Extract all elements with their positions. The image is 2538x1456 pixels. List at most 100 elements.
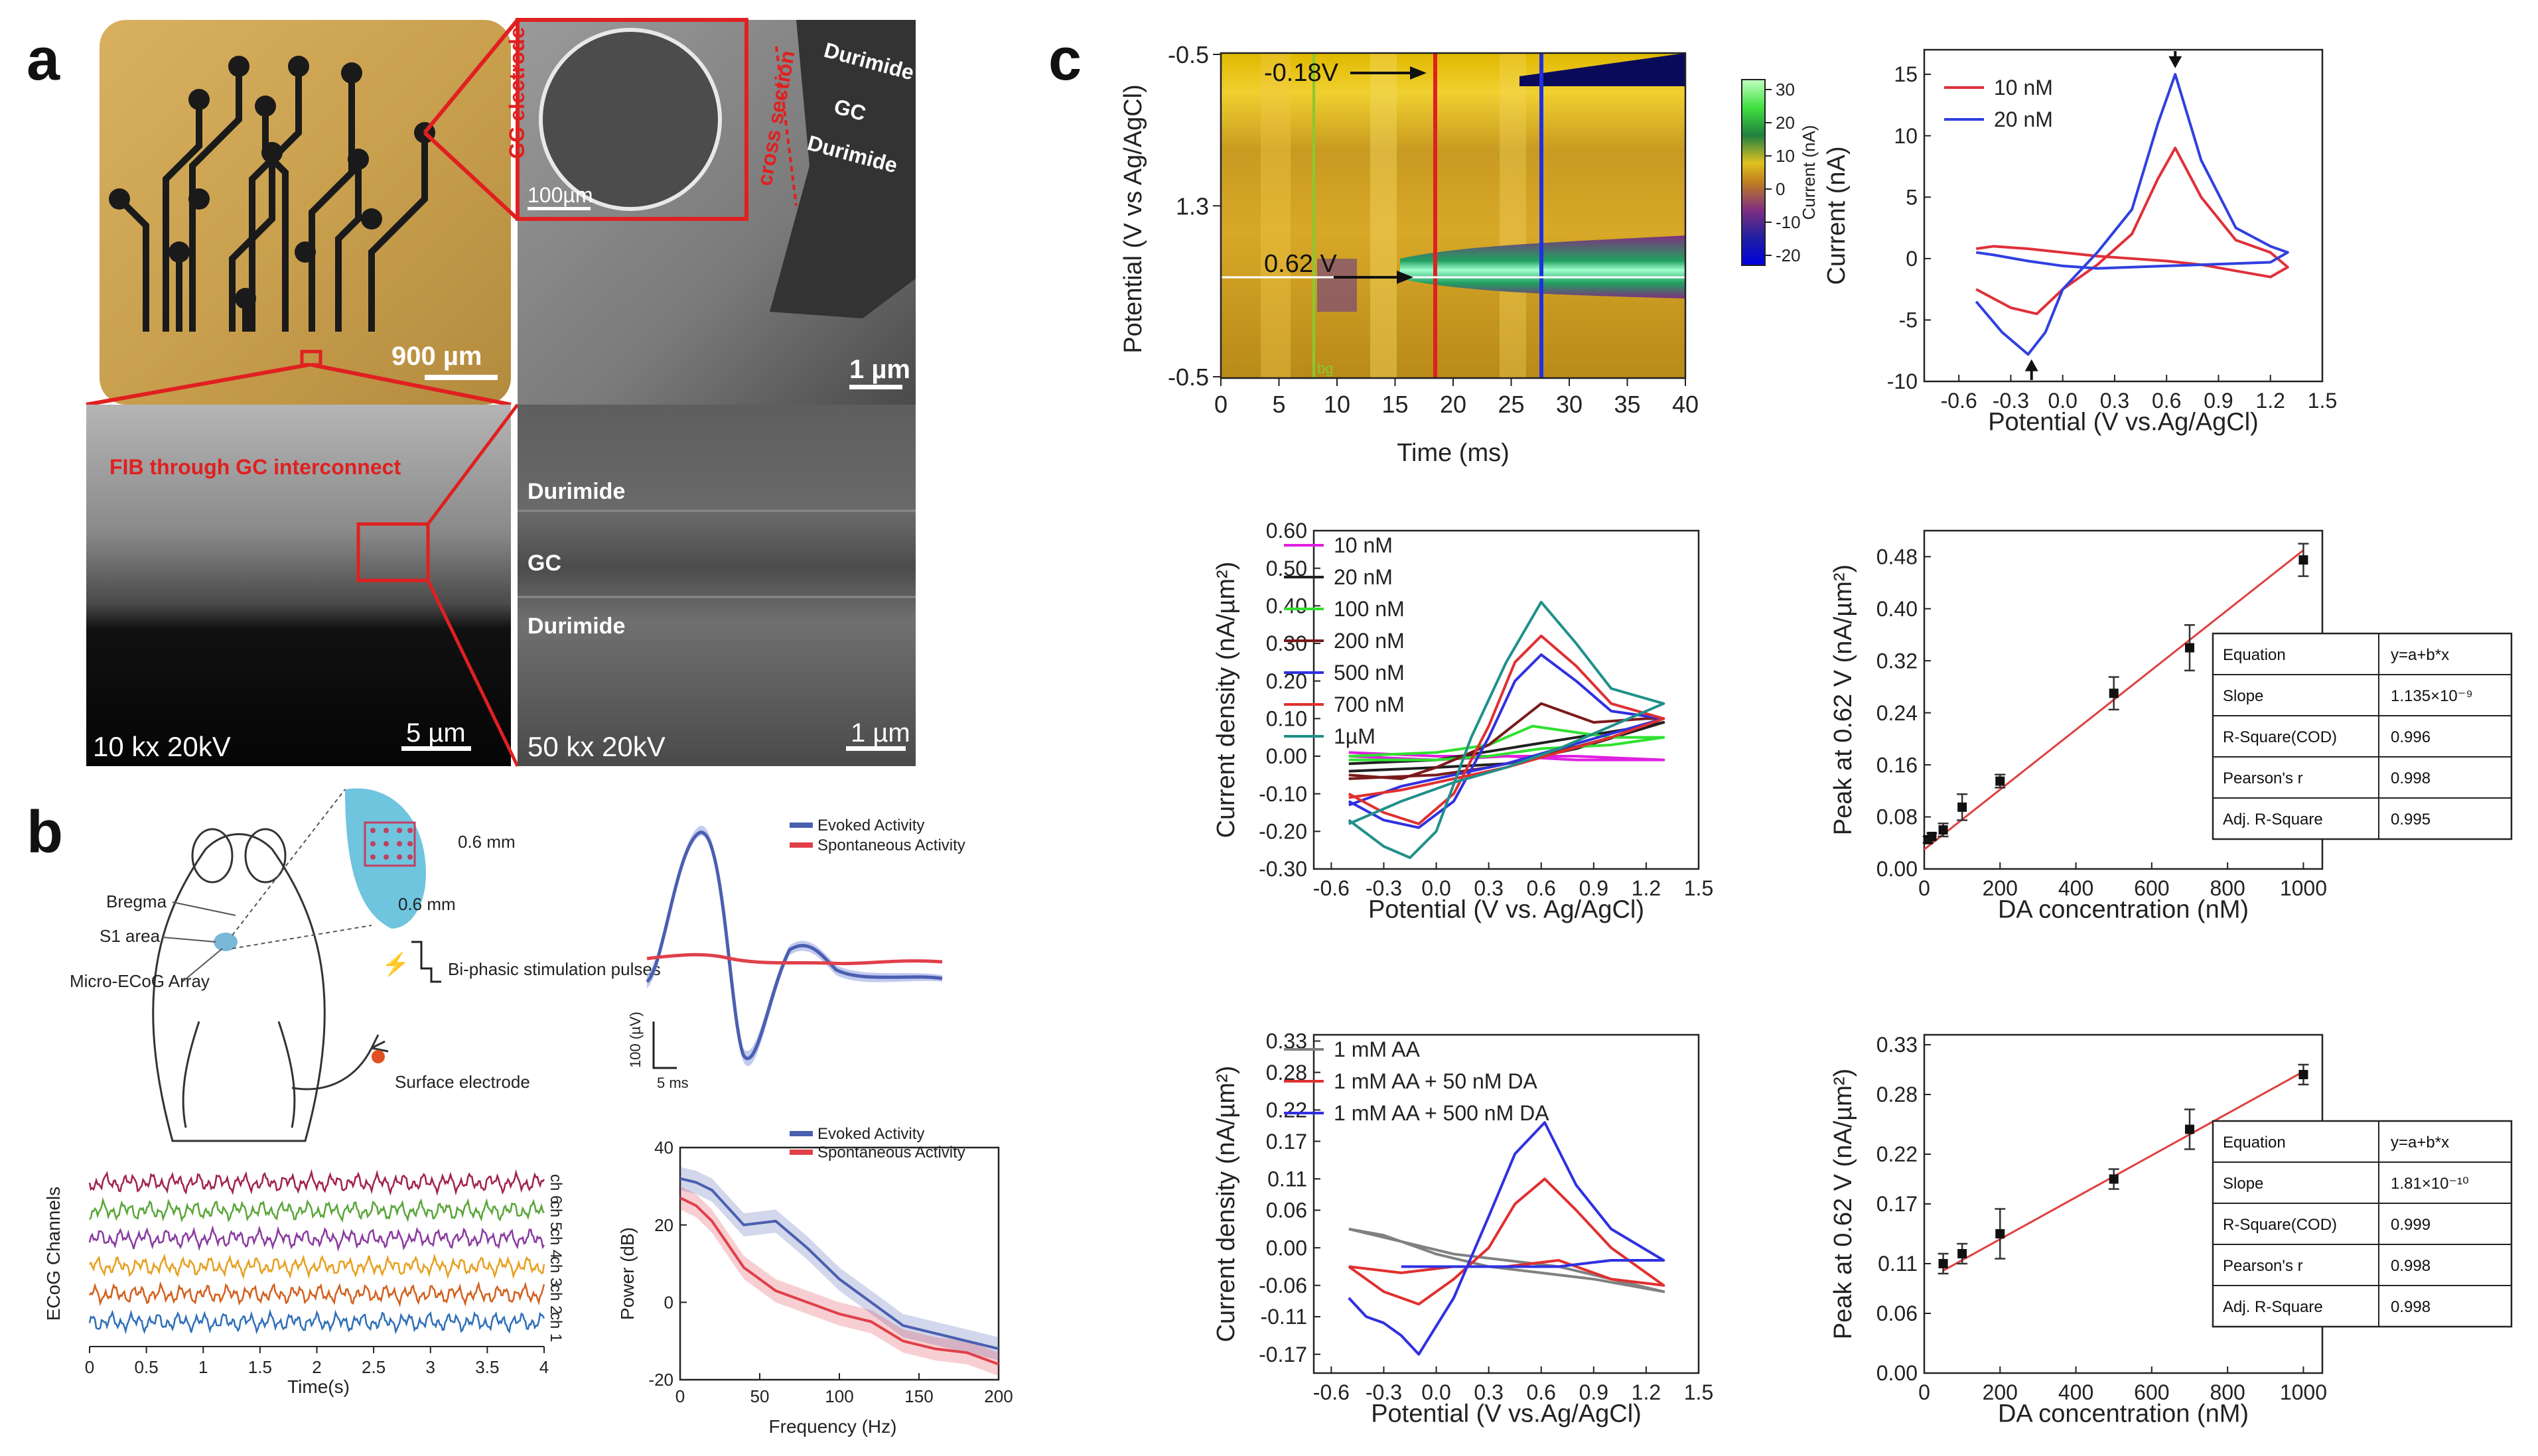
heatmap-stripe-3 <box>1500 53 1526 378</box>
x-tick-label: 0 <box>675 1386 685 1406</box>
y-axis-label: Current (nA) <box>1823 146 1851 285</box>
ecog-trace <box>88 1281 545 1307</box>
x-tick-label: 400 <box>2058 876 2093 900</box>
legend-label: 20 nM <box>1334 565 1393 589</box>
label-stim: Bi-phasic stimulation pulses <box>448 959 661 979</box>
y-tick-label: 10 <box>1894 124 1918 148</box>
ecog-ylabel: ECoG Channels <box>43 1187 64 1321</box>
y-tick-label: 1.3 <box>1176 192 1209 220</box>
table-value: y=a+b*x <box>2391 646 2449 664</box>
power-legend-evoked-label: Evoked Activity <box>817 1125 924 1143</box>
x-tick-label: 200 <box>984 1386 1013 1406</box>
x-tick-label: 800 <box>2210 876 2245 900</box>
y-tick-label: -0.5 <box>1168 41 1209 68</box>
y-tick-label: 0.00 <box>1266 744 1307 768</box>
stats-table <box>2212 632 2513 840</box>
x-tick-label: 1.5 <box>2308 389 2337 413</box>
y-tick-label: 0.40 <box>1266 594 1307 618</box>
x-tick-label: 1.2 <box>1632 876 1661 900</box>
label-gc-electrode: GC electrode <box>505 27 529 159</box>
x-tick-label: -0.6 <box>1313 1380 1350 1404</box>
calibration-plot-1: 0 200 400 600 800 1000 0.48 0.40 0.32 0.24 0.16 0.0… <box>1829 529 2513 924</box>
y-tick-label: 0.60 <box>1266 519 1307 543</box>
cross-section-line <box>775 46 798 206</box>
electrode-pads <box>109 56 435 309</box>
heatmap-ann2: 0.62 V <box>1264 250 1338 278</box>
table-value: 0.999 <box>2391 1216 2431 1234</box>
x-tick-label: 1.2 <box>2255 389 2285 413</box>
y-tick-label: 0.00 <box>1876 1361 1918 1385</box>
data-point <box>1995 776 2005 786</box>
x-tick-label: 50 <box>750 1386 770 1406</box>
colorbar-tick-label: 0 <box>1776 179 1785 199</box>
table-label: Equation <box>2223 1134 2286 1152</box>
y-tick-label: 0 <box>1906 247 1918 271</box>
x-tick-label: 1.5 <box>1684 876 1713 900</box>
data-point <box>2109 689 2119 698</box>
ecog-trace <box>88 1169 545 1197</box>
zoom-line-fib-1 <box>427 403 519 525</box>
zoom-line-fib-2 <box>426 579 520 767</box>
heatmap-ann1: -0.18V <box>1264 59 1339 87</box>
series-line <box>1348 1227 1665 1293</box>
y-tick-label: 0.40 <box>1876 597 1918 621</box>
series-line <box>1975 147 2289 316</box>
evoked-scalebar-v: 100 (µV) <box>627 1012 644 1068</box>
x-tick-label: -0.3 <box>1993 389 2029 413</box>
trough-arrow-head <box>2024 359 2038 371</box>
y-tick-label: 0.28 <box>1876 1083 1918 1106</box>
legend-label: 1µM <box>1334 724 1375 748</box>
x-tick-label: 1.2 <box>1632 1380 1661 1404</box>
label-line-s1 <box>162 937 216 943</box>
legend-label: 1 mM AA <box>1334 1037 1420 1061</box>
table-label: Equation <box>2223 646 2286 664</box>
sem-crosssection-wall <box>770 20 916 318</box>
ecog-xlabel: Time(s) <box>287 1376 350 1397</box>
heatmap-stripe-1 <box>1261 53 1291 378</box>
colorbar-ticks: 30 20 10 0 -10 -20 <box>1765 80 1801 265</box>
x-tick-label: 0 <box>1918 1380 1930 1404</box>
x-tick-label: 0.9 <box>1579 1380 1608 1404</box>
x-tick-label: 15 <box>1381 391 1408 418</box>
zoom-line-left <box>86 363 309 407</box>
panel-letter-a: a <box>27 27 60 93</box>
x-tick-label: 0.0 <box>1421 1380 1450 1404</box>
power-legend-spont-label: Spontaneous Activity <box>817 1144 965 1161</box>
y-tick-label: 15 <box>1894 62 1918 86</box>
heatmap-xlabel: Time (ms) <box>1397 439 1510 467</box>
x-tick-label: 1000 <box>2280 1380 2327 1404</box>
y-tick-label: -10 <box>1887 369 1918 393</box>
x-axis-label: DA concentration (nM) <box>1998 1400 2249 1428</box>
gc-electrode-disc <box>539 28 722 211</box>
y-tick-label: -0.06 <box>1259 1274 1307 1297</box>
colorbar-tick-label: 10 <box>1776 146 1795 166</box>
scalebar-photo-bar <box>425 375 498 380</box>
data-point <box>2185 643 2194 653</box>
heatmap-ylabel: Potential (V vs Ag/AgCl) <box>1119 84 1147 354</box>
y-tick-label: 0.16 <box>1876 753 1918 777</box>
series-line <box>1348 724 1665 761</box>
x-tick-label: 0.5 <box>135 1357 159 1377</box>
data-point <box>2298 555 2308 565</box>
ecog-traces <box>88 1169 545 1335</box>
x-tick-label: -0.3 <box>1366 1380 1402 1404</box>
table-label: R-Square(COD) <box>2223 728 2337 746</box>
zoom-line-right <box>311 363 512 407</box>
ecog-channel-label: ch 4 <box>547 1228 565 1258</box>
data-point <box>1938 825 1948 835</box>
y-tick-label: 0.10 <box>1266 707 1307 731</box>
x-tick-label: 600 <box>2134 1380 2169 1404</box>
panel-letter-b: b <box>27 799 63 866</box>
data-point <box>1995 1229 2005 1238</box>
x-tick-label: 10 <box>1324 391 1350 418</box>
ecog-channel-labels: ch 6 ch 5 ch 4 ch 3 ch 2 ch 1 <box>547 1174 565 1342</box>
stim-pulse-icon <box>411 941 441 983</box>
x-axis-label: Potential (V vs. Ag/AgCl) <box>1368 896 1644 924</box>
legend-label: 200 nM <box>1334 629 1405 653</box>
peak-arrow-head <box>2168 56 2182 68</box>
power-legend-evoked-swatch <box>790 1131 813 1136</box>
y-tick-label: -0.17 <box>1259 1343 1307 1366</box>
panel-c: -0.18V 0.62 V bg 0 5 10 15 20 25 30 35 40 -0.5 1.3… <box>1119 41 2513 1428</box>
x-tick-label: 400 <box>2058 1380 2093 1404</box>
heatmap-arrow2-head <box>1397 271 1413 284</box>
